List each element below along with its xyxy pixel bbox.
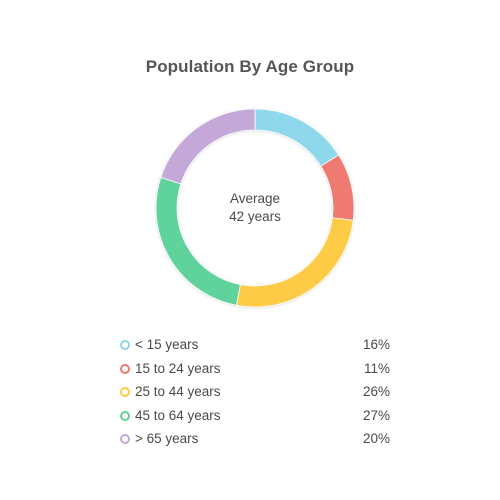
legend-label: > 65 years — [135, 431, 199, 446]
donut-segment-1 — [254, 108, 340, 167]
legend-marker-icon — [120, 434, 130, 444]
legend-item: 15 to 24 years 11% — [118, 361, 390, 385]
legend-item: < 15 years 16% — [118, 337, 390, 361]
legend-value: 16% — [362, 337, 390, 352]
legend-value: 20% — [362, 431, 390, 446]
legend-item: 25 to 44 years 26% — [118, 384, 390, 408]
legend-marker-icon — [120, 387, 130, 397]
chart-title: Population By Age Group — [145, 57, 355, 76]
center-label-line2: 42 years — [229, 209, 281, 224]
legend-label: 25 to 44 years — [135, 384, 221, 399]
donut-segment-5 — [160, 108, 256, 185]
legend-label: 15 to 24 years — [135, 360, 221, 376]
legend-value: 26% — [362, 384, 390, 399]
chart-legend: < 15 years 16% 15 to 24 years 11% 25 to 44 y… — [118, 337, 390, 455]
legend-value: 11% — [363, 360, 390, 376]
legend-marker-icon — [120, 340, 130, 350]
legend-item: > 65 years 20% — [118, 431, 390, 455]
center-label-line1: Average — [229, 191, 281, 206]
donut-segment-3 — [235, 217, 354, 308]
legend-value: 27% — [362, 407, 390, 423]
legend-marker-icon — [120, 363, 130, 374]
legend-item: 45 to 64 years 27% — [118, 408, 390, 432]
legend-marker-icon — [120, 410, 130, 421]
donut-center-label: Average 42 years — [180, 190, 330, 226]
legend-label: < 15 years — [135, 337, 199, 352]
legend-label: 45 to 64 years — [135, 407, 221, 423]
